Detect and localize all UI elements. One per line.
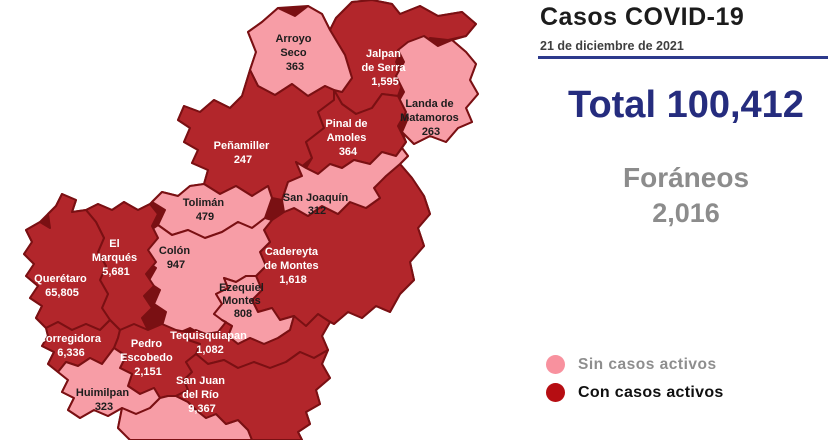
legend-con-label: Con casos activos — [578, 383, 724, 401]
region-san-joaquin — [281, 147, 409, 217]
label-ezequiel-montes: Ezequiel Montes 808 — [219, 282, 267, 320]
stats-panel: Casos COVID-19 21 de diciembre de 2021 T… — [538, 0, 834, 440]
region-huimilpan — [57, 347, 161, 419]
report-date: 21 de diciembre de 2021 — [540, 39, 684, 53]
con-casos-dot-icon — [546, 383, 565, 402]
label-san-juan-del-rio: San Juan del Río 9,367 — [176, 375, 228, 415]
label-tequisquiapan: Tequisquiapan 1,082 — [170, 330, 250, 356]
label-toliman: Tolimán 479 — [183, 197, 227, 223]
legend-row-sin: Sin casos activos — [546, 355, 826, 374]
queretaro-municipalities-map: Arroyo Seco 363 Jalpan de Serra 1,595 La… — [23, 0, 479, 440]
label-corregidora: Corregidora 6,336 — [38, 333, 104, 359]
total-cases: Total 100,412 — [538, 84, 834, 127]
label-el-marques: El Marqués 5,681 — [92, 238, 140, 278]
label-cadereyta-de-montes: Cadereyta de Montes 1,618 — [264, 246, 321, 286]
legend: Sin casos activos Con casos activos — [546, 355, 826, 411]
label-pedro-escobedo: Pedro Escobedo 2,151 — [120, 338, 176, 378]
divider-line — [538, 56, 828, 59]
sin-casos-dot-icon — [546, 355, 565, 374]
foraneos-label: Foráneos — [622, 162, 750, 193]
label-arroyo-seco: Arroyo Seco 363 — [275, 33, 314, 73]
foraneos-value: 2,016 — [652, 198, 720, 228]
label-queretaro: Querétaro 65,805 — [34, 273, 90, 299]
region-san-juan-del-rio — [175, 349, 331, 440]
region-landa-de-matamoros — [395, 35, 479, 145]
label-pinal-de-amoles: Pinal de Amoles 364 — [325, 118, 370, 158]
total-label: Total — [568, 84, 656, 126]
label-jalpan-de-serra: Jalpan de Serra 1,595 — [361, 48, 408, 88]
page-title: Casos COVID-19 — [540, 3, 745, 31]
label-san-joaquin: San Joaquín 312 — [283, 192, 351, 217]
legend-row-con: Con casos activos — [546, 383, 826, 402]
legend-sin-label: Sin casos activos — [578, 355, 717, 373]
label-penamiller: Peñamiller 247 — [214, 140, 273, 166]
label-colon: Colón 947 — [159, 245, 193, 271]
label-landa-de-matamoros: Landa de Matamoros 263 — [400, 98, 462, 138]
total-value: 100,412 — [666, 84, 804, 126]
label-huimilpan: Huimilpan 323 — [76, 387, 132, 413]
